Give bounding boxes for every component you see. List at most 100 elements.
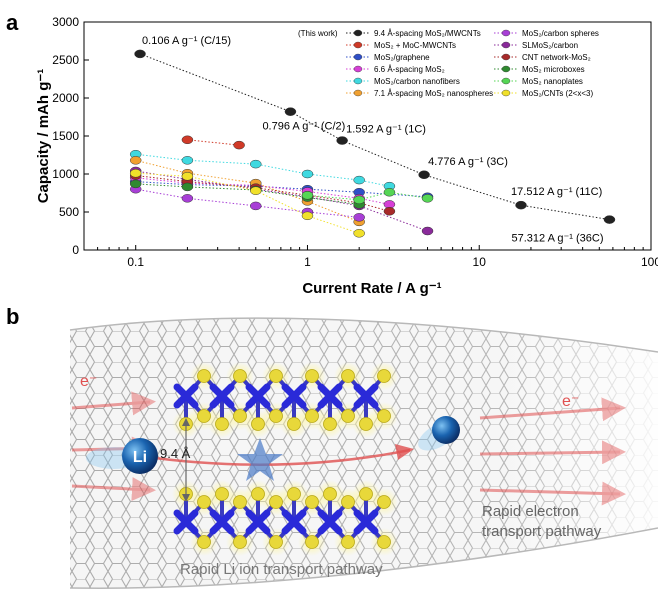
sulfur-atom-10 [305,495,319,509]
li-ion-path [139,444,414,466]
sulfur-atom-4 [233,409,247,423]
sulfur-atom-17 [359,417,373,431]
legend-label-7: SLMoS₂/carbon [522,41,578,50]
data-point-10-1 [353,195,365,205]
li-ion-left [86,438,158,474]
series-line-2 [135,181,428,198]
sulfur-atom-11 [287,487,301,501]
legend: (This work) 9.4 Å-spacing MoS₂/MWCNTs MoS… [298,29,599,98]
data-point-6-2 [250,201,262,211]
y-tick-label-0: 0 [72,243,79,257]
x-tick-label-3: 100 [641,255,658,269]
sulfur-atom-14 [323,417,337,431]
sulfur-atom-4 [233,495,247,509]
molybdenum-atom-3 [281,509,307,535]
mos2-layer-top [172,362,398,438]
data-point-6-4 [353,213,365,222]
series-line-8 [135,175,390,212]
legend-label-0: 9.4 Å-spacing MoS₂/MWCNTs [374,29,481,38]
data-point-4-2 [250,159,262,169]
y-tick-label-1: 500 [59,205,79,219]
data-point-11-1 [181,172,194,181]
data-point-5-0 [129,156,142,165]
y-tick-label-6: 3000 [52,15,79,29]
legend-marker-10 [501,77,511,85]
legend-label-10: MoS₂ nanoplates [522,77,583,86]
molybdenum-atom-5 [353,383,379,409]
legend-marker-8 [501,53,511,61]
series-lines [135,53,610,234]
molybdenum-atom-2 [245,509,271,535]
sulfur-atom-6 [269,369,283,383]
data-point-4-1 [181,156,194,165]
legend-marker-6 [501,29,511,37]
series-line-11 [135,172,360,234]
data-point-10-2 [383,187,396,197]
sulfur-atom-9 [305,535,319,549]
sulfur-atom-10 [305,409,319,423]
legend-label-6: MoS₂/carbon spheres [522,29,599,38]
series-line-0 [139,53,610,221]
sulfur-atom-0 [197,369,211,383]
electron-pathway-line-0: Rapid electron [482,503,579,520]
data-point-10-3 [421,194,434,203]
sulfur-atom-12 [341,369,355,383]
star-marker [237,438,283,481]
li-ion-right [418,416,460,451]
molybdenum-atom-0 [173,383,199,409]
sulfur-atom-3 [233,535,247,549]
electron-pathway-line-1: transport pathway [482,523,602,540]
legend-label-3: 6.6 Å-spacing MoS₂ [374,65,445,74]
molybdenum-atom-3 [281,383,307,409]
sulfur-atom-3 [233,369,247,383]
data-point-7-5 [421,226,434,236]
legend-label-5: 7.1 Å-spacing MoS₂ nanospheres [374,89,493,98]
legend-marker-5 [353,89,363,97]
rate-annotation-4: 17.512 A g⁻¹ (11C) [511,186,602,198]
sulfur-atom-7 [269,495,283,509]
legend-marker-3 [353,65,363,73]
legend-label-9: MoS₂ microboxes [522,65,585,74]
legend-label-1: MoS₂ + MoC-MWCNTs [374,41,456,50]
data-point-4-3 [301,169,314,179]
data-point-6-1 [181,194,194,203]
data-point-1-0 [181,135,194,145]
sulfur-atom-13 [341,409,355,423]
data-point-11-2 [250,186,262,195]
legend-marker-4 [353,77,363,85]
rate-annotation-3: 4.776 A g⁻¹ (3C) [428,156,508,168]
electron-label-right: e⁻ [562,393,579,410]
data-point-0-5 [603,215,616,224]
series-line-7 [135,170,428,232]
y-tick-label-5: 2500 [52,53,79,67]
rate-annotation-5: 57.312 A g⁻¹ (36C) [511,233,603,245]
electron-arrows-right [479,397,626,506]
sulfur-atom-13 [341,495,355,509]
molybdenum-atom-0 [173,509,199,535]
legend-marker-2 [353,53,363,61]
data-point-4-4 [353,175,365,185]
x-tick-label-0: 0.1 [127,255,144,269]
molybdenum-atom-1 [209,509,235,535]
legend-note: (This work) [298,29,338,38]
data-point-10-0 [301,191,314,200]
series-line-3 [135,177,390,205]
sulfur-atom-0 [197,535,211,549]
molybdenum-atom-1 [209,383,235,409]
data-point-1-1 [233,140,245,150]
sulfur-atom-11 [287,417,301,431]
data-point-0-1 [284,107,297,116]
data-point-8-5 [383,206,396,216]
panel-a-label: a [6,10,19,35]
data-point-0-3 [418,170,430,180]
legend-label-8: CNT network-MoS₂ [522,53,591,62]
data-point-0-2 [336,136,348,145]
spacing-arrow-head-top [182,418,190,426]
sulfur-atom-8 [251,487,265,501]
series-line-6 [135,188,360,218]
series-line-10 [307,191,428,201]
series-line-4 [135,153,390,187]
panel-b-label: b [6,304,19,329]
